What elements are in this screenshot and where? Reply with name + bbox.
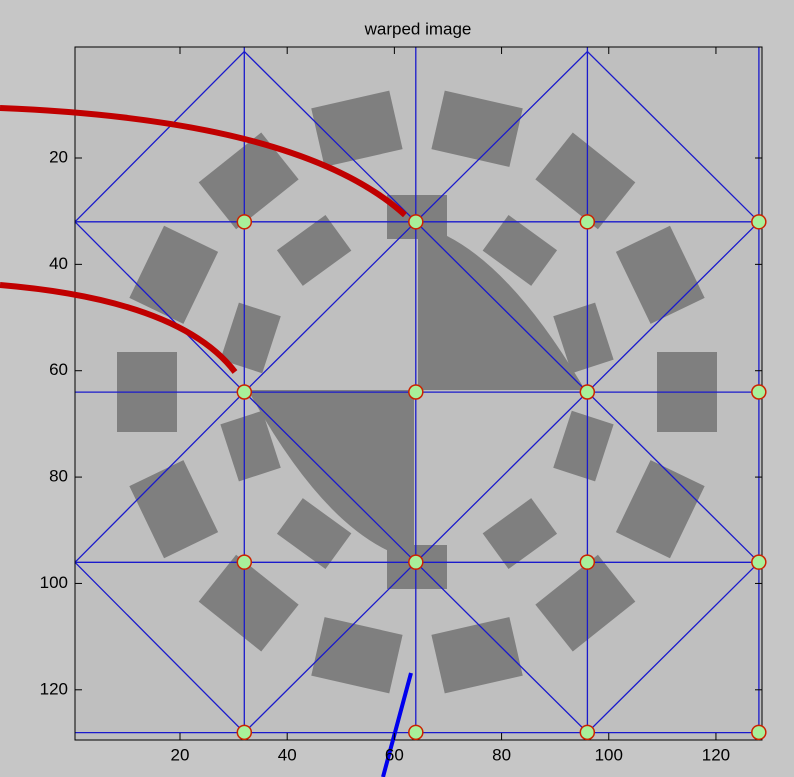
control-point [752,385,766,399]
control-point [409,385,423,399]
control-point [409,555,423,569]
x-tick-label: 40 [278,745,297,764]
x-tick-label: 80 [492,745,511,764]
x-tick-label: 100 [595,745,623,764]
page: warped image 20 40 60 80 100 120 20 40 60 80 100 12… [0,0,794,777]
control-point [409,725,423,739]
control-point [237,215,251,229]
y-tick-label: 80 [49,467,68,486]
y-tick-label: 60 [49,360,68,379]
control-point [752,215,766,229]
control-point [237,725,251,739]
x-tick-label: 120 [702,745,730,764]
control-point [237,385,251,399]
control-point [409,215,423,229]
control-point [580,215,594,229]
y-tick-label: 120 [40,679,68,698]
control-point [752,725,766,739]
control-point [580,385,594,399]
control-point [237,555,251,569]
control-point [580,725,594,739]
x-tick-label: 60 [385,745,404,764]
y-tick-label: 40 [49,254,68,273]
control-point [580,555,594,569]
control-point [752,555,766,569]
chart-title: warped image [364,19,472,38]
y-tick-label: 20 [49,147,68,166]
x-tick-label: 20 [171,745,190,764]
y-tick-label: 100 [40,573,68,592]
figure: warped image 20 40 60 80 100 120 20 40 60 80 100 12… [0,0,794,777]
